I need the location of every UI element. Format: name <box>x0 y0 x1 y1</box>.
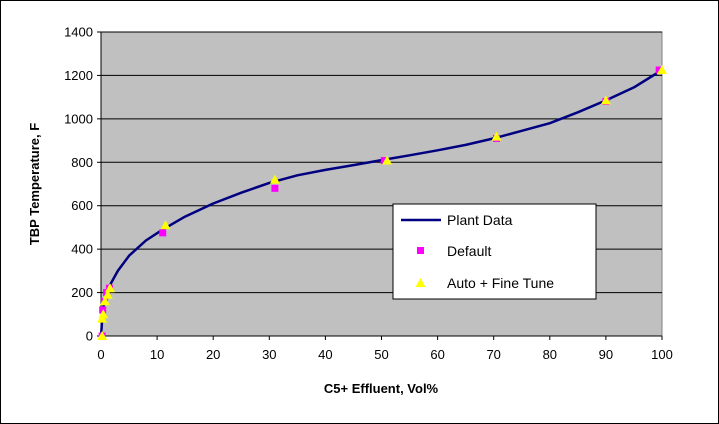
x-tick-label: 50 <box>374 347 388 362</box>
y-tick-labels: 0 200 400 600 800 1000 1200 1400 <box>64 25 93 344</box>
x-tick-label: 80 <box>543 347 557 362</box>
data-point-default <box>99 306 107 314</box>
y-tick-label: 600 <box>71 198 93 213</box>
y-tick-label: 400 <box>71 242 93 257</box>
data-point-auto-fine-tune <box>600 95 611 105</box>
data-point-auto-fine-tune <box>99 296 110 306</box>
data-point-auto-fine-tune <box>97 331 108 340</box>
data-point-default <box>380 157 388 165</box>
x-tick-label: 30 <box>262 347 276 362</box>
legend-triangle-swatch <box>415 278 426 287</box>
y-tick-label: 200 <box>71 285 93 300</box>
data-point-auto-fine-tune <box>104 283 115 293</box>
x-tick-label: 10 <box>150 347 164 362</box>
legend: Plant Data Default Auto + Fine Tune <box>392 203 597 300</box>
legend-label-auto-fine-tune: Auto + Fine Tune <box>447 275 554 291</box>
x-tick-label: 60 <box>430 347 444 362</box>
x-tick-label: 20 <box>206 347 220 362</box>
data-point-auto-fine-tune <box>382 155 393 165</box>
data-point-default <box>271 184 279 192</box>
data-point-auto-fine-tune <box>269 174 280 184</box>
series-layer <box>97 65 667 340</box>
series-line-plant-data <box>99 68 663 337</box>
x-tick-label: 0 <box>97 347 104 362</box>
data-point-auto-fine-tune <box>102 289 113 299</box>
axes <box>97 31 663 340</box>
data-point-default <box>655 66 663 74</box>
y-tick-label: 1000 <box>64 111 93 126</box>
data-point-default <box>159 229 167 237</box>
y-tick-label: 0 <box>86 329 93 344</box>
x-axis-title: C5+ Effluent, Vol% <box>324 381 439 396</box>
data-point-auto-fine-tune <box>98 309 109 319</box>
x-tick-labels: 0 10 20 30 40 50 60 70 80 90 100 <box>97 347 672 362</box>
legend-label-default: Default <box>447 243 491 259</box>
data-point-auto-fine-tune <box>491 131 502 141</box>
legend-square-swatch <box>417 247 424 254</box>
y-tick-label: 1200 <box>64 68 93 83</box>
y-tick-label: 1400 <box>64 25 93 40</box>
y-axis-title: TBP Temperature, F <box>27 123 42 245</box>
data-point-auto-fine-tune <box>160 220 171 230</box>
x-tick-label: 40 <box>318 347 332 362</box>
legend-label-plant-data: Plant Data <box>447 212 513 228</box>
x-tick-label: 70 <box>486 347 500 362</box>
y-tick-label: 800 <box>71 155 93 170</box>
x-tick-label: 100 <box>651 347 673 362</box>
x-tick-label: 90 <box>599 347 613 362</box>
data-point-auto-fine-tune <box>657 65 667 74</box>
